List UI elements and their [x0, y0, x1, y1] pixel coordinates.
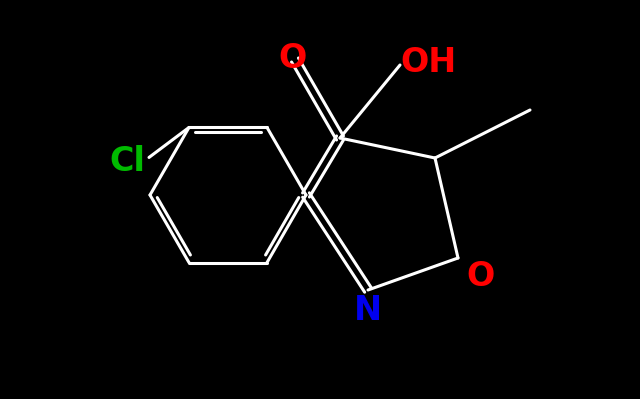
Text: N: N — [354, 294, 382, 326]
Text: Cl: Cl — [109, 145, 145, 178]
Text: OH: OH — [400, 47, 456, 79]
Text: O: O — [466, 259, 494, 292]
Text: O: O — [279, 41, 307, 75]
